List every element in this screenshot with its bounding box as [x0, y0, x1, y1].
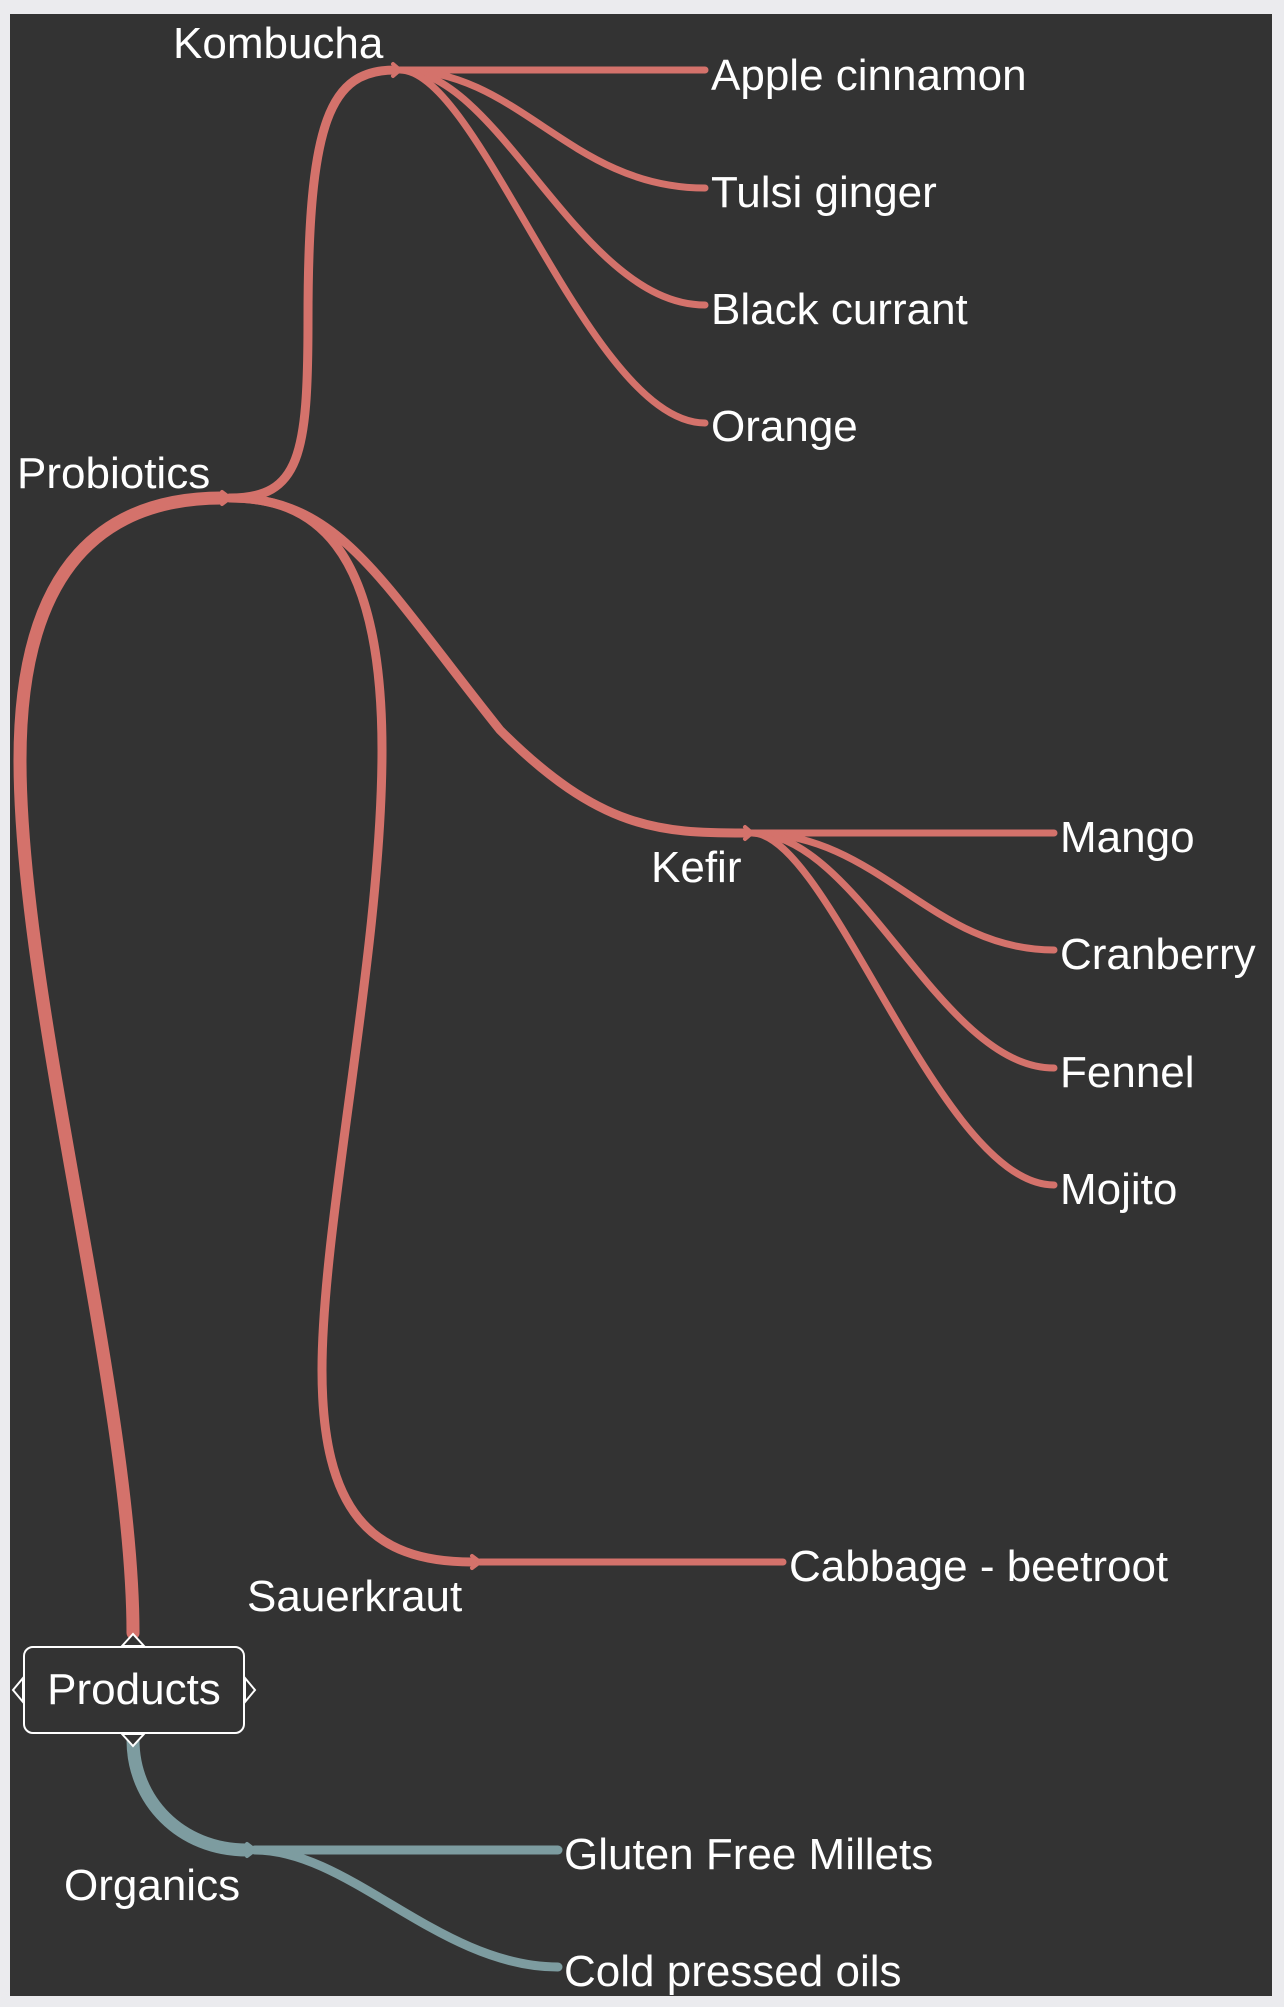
probiotics-branch: [13, 62, 1058, 1640]
node-kombucha[interactable]: Kombucha: [173, 19, 384, 68]
node-organics[interactable]: Organics: [64, 1861, 241, 1910]
node-black-currant[interactable]: Black currant: [711, 285, 968, 334]
probiotics-anchor: [220, 490, 234, 506]
root-node-products[interactable]: Products: [23, 1646, 245, 1734]
node-mango[interactable]: Mango: [1060, 813, 1195, 862]
edge-kefir-cranberry: [748, 829, 1058, 954]
organics-anchor: [245, 1842, 259, 1858]
edge-probiotics-kombucha: [225, 65, 400, 503]
handle-top-icon[interactable]: [119, 1632, 147, 1647]
root-node-label: Products: [47, 1665, 221, 1714]
edge-products-organics: [126, 1733, 254, 1857]
edge-products-probiotics: [13, 491, 229, 1640]
node-probiotics[interactable]: Probiotics: [17, 449, 211, 498]
kombucha-anchor: [391, 62, 404, 78]
edge-organics-cold-pressed-oils: [250, 1845, 563, 1972]
edge-probiotics-kefir: [225, 493, 750, 838]
kefir-anchor: [743, 825, 756, 841]
node-gluten-free-millets[interactable]: Gluten Free Millets: [564, 1830, 934, 1879]
edge-kombucha-black-currant: [396, 66, 709, 309]
node-cold-pressed-oils[interactable]: Cold pressed oils: [564, 1947, 902, 1996]
organics-branch: [126, 1733, 563, 1972]
edge-probiotics-sauerkraut: [225, 493, 477, 1567]
node-kefir[interactable]: Kefir: [651, 843, 742, 892]
node-apple-cinnamon[interactable]: Apple cinnamon: [711, 51, 1027, 100]
handle-bottom-icon[interactable]: [119, 1733, 147, 1748]
edge-kefir-mojito: [748, 829, 1058, 1189]
node-mojito[interactable]: Mojito: [1060, 1165, 1178, 1214]
node-sauerkraut[interactable]: Sauerkraut: [247, 1572, 463, 1621]
edge-kombucha-tulsi-ginger: [396, 66, 709, 192]
node-cranberry[interactable]: Cranberry: [1060, 930, 1256, 979]
node-fennel[interactable]: Fennel: [1060, 1048, 1195, 1097]
node-cabbage-beetroot[interactable]: Cabbage - beetroot: [789, 1542, 1169, 1591]
node-orange[interactable]: Orange: [711, 402, 858, 451]
handle-right-icon[interactable]: [244, 1675, 257, 1705]
root-handles[interactable]: [11, 1632, 257, 1748]
edge-kombucha-orange: [396, 66, 709, 427]
handle-left-icon[interactable]: [11, 1675, 24, 1705]
mind-map-connectors: [11, 62, 1058, 1972]
edge-kefir-fennel: [748, 829, 1058, 1072]
node-tulsi-ginger[interactable]: Tulsi ginger: [711, 168, 937, 217]
sauerkraut-anchor: [470, 1554, 484, 1570]
